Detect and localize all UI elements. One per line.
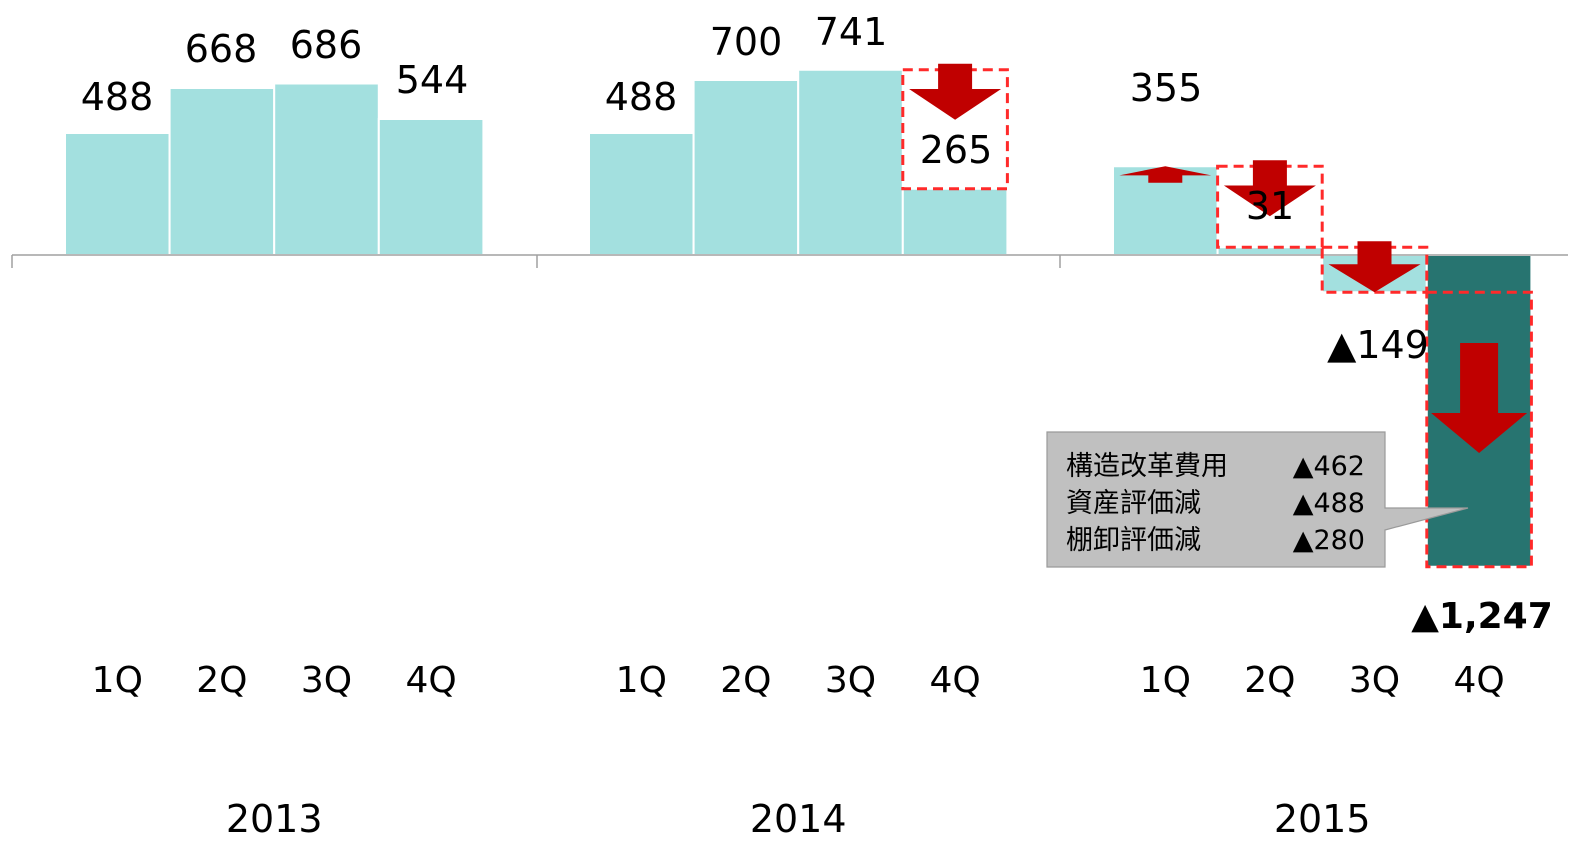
quarter-label-2015-3Q: 3Q [1349, 660, 1400, 701]
value-label-2014-3Q: 741 [815, 10, 888, 54]
decline-arrow-2015-4Q [1431, 343, 1528, 453]
year-label-2015: 2015 [1274, 797, 1371, 841]
quarter-label-2013-4Q: 4Q [405, 660, 456, 701]
bar-2014-1Q [588, 132, 695, 256]
quarter-label-2013-2Q: 2Q [196, 660, 247, 701]
bars-layer [64, 68, 1533, 568]
callout-row-value-2: ▲280 [1293, 525, 1365, 556]
callout-layer: 構造改革費用 ▲462 資産評価減 ▲488 棚卸評価減 ▲280 [1046, 431, 1469, 568]
labels-layer: 488 668 686 544 488 700 741 265 355 31 ▲149 ▲1,247 1… [81, 10, 1553, 841]
value-label-2013-3Q: 686 [290, 23, 363, 67]
bar-2013-2Q [168, 87, 276, 256]
bar-2014-3Q [797, 68, 904, 256]
value-label-2014-2Q: 700 [710, 20, 783, 64]
value-label-2015-1Q: 355 [1130, 66, 1203, 110]
value-label-2013-4Q: 544 [396, 58, 469, 102]
quarter-label-2014-4Q: 4Q [929, 660, 980, 701]
callout-row-value-1: ▲488 [1293, 488, 1365, 519]
value-label-2013-1Q: 488 [81, 75, 154, 119]
callout-row-label-1: 資産評価減 [1066, 488, 1201, 519]
decline-arrow-2015-3Q [1328, 241, 1421, 293]
quarter-label-2015-4Q: 4Q [1453, 660, 1504, 701]
decline-arrow-2015-2Q [1223, 160, 1316, 217]
quarter-label-2014-2Q: 2Q [720, 660, 771, 701]
bar-2014-2Q [692, 79, 800, 256]
callout-row-label-0: 構造改革費用 [1066, 451, 1228, 482]
value-label-2014-1Q: 488 [605, 75, 678, 119]
decline-arrow-2014-4Q [909, 63, 1002, 120]
bar-2013-3Q [273, 82, 380, 256]
decline-box-2015-4Q [1425, 290, 1533, 569]
year-label-2013: 2013 [226, 797, 323, 841]
callout-row-value-0: ▲462 [1293, 451, 1365, 482]
bar-2013-1Q [64, 132, 171, 256]
decline-markers-layer [901, 63, 1533, 569]
quarter-label-2015-1Q: 1Q [1140, 660, 1191, 701]
decline-arrow-2015-1Q [1119, 166, 1212, 183]
value-label-2015-2Q: 31 [1246, 184, 1294, 228]
value-label-2013-2Q: 668 [185, 27, 258, 71]
value-label-2015-4Q: ▲1,247 [1411, 596, 1553, 637]
quarter-label-2013-1Q: 1Q [92, 660, 143, 701]
quarter-label-2014-3Q: 3Q [825, 660, 876, 701]
callout-box [1046, 431, 1469, 568]
quarter-label-2013-3Q: 3Q [301, 660, 352, 701]
value-label-2014-4Q: 265 [920, 128, 993, 172]
bar-2013-4Q [377, 118, 485, 256]
axis-layer [11, 254, 1568, 268]
value-label-2015-3Q: ▲149 [1327, 323, 1429, 367]
bar-2014-4Q [901, 187, 1009, 256]
quarter-label-2015-2Q: 2Q [1244, 660, 1295, 701]
quarter-label-2014-1Q: 1Q [616, 660, 667, 701]
callout-row-label-2: 棚卸評価減 [1066, 525, 1201, 556]
year-label-2014: 2014 [750, 797, 847, 841]
